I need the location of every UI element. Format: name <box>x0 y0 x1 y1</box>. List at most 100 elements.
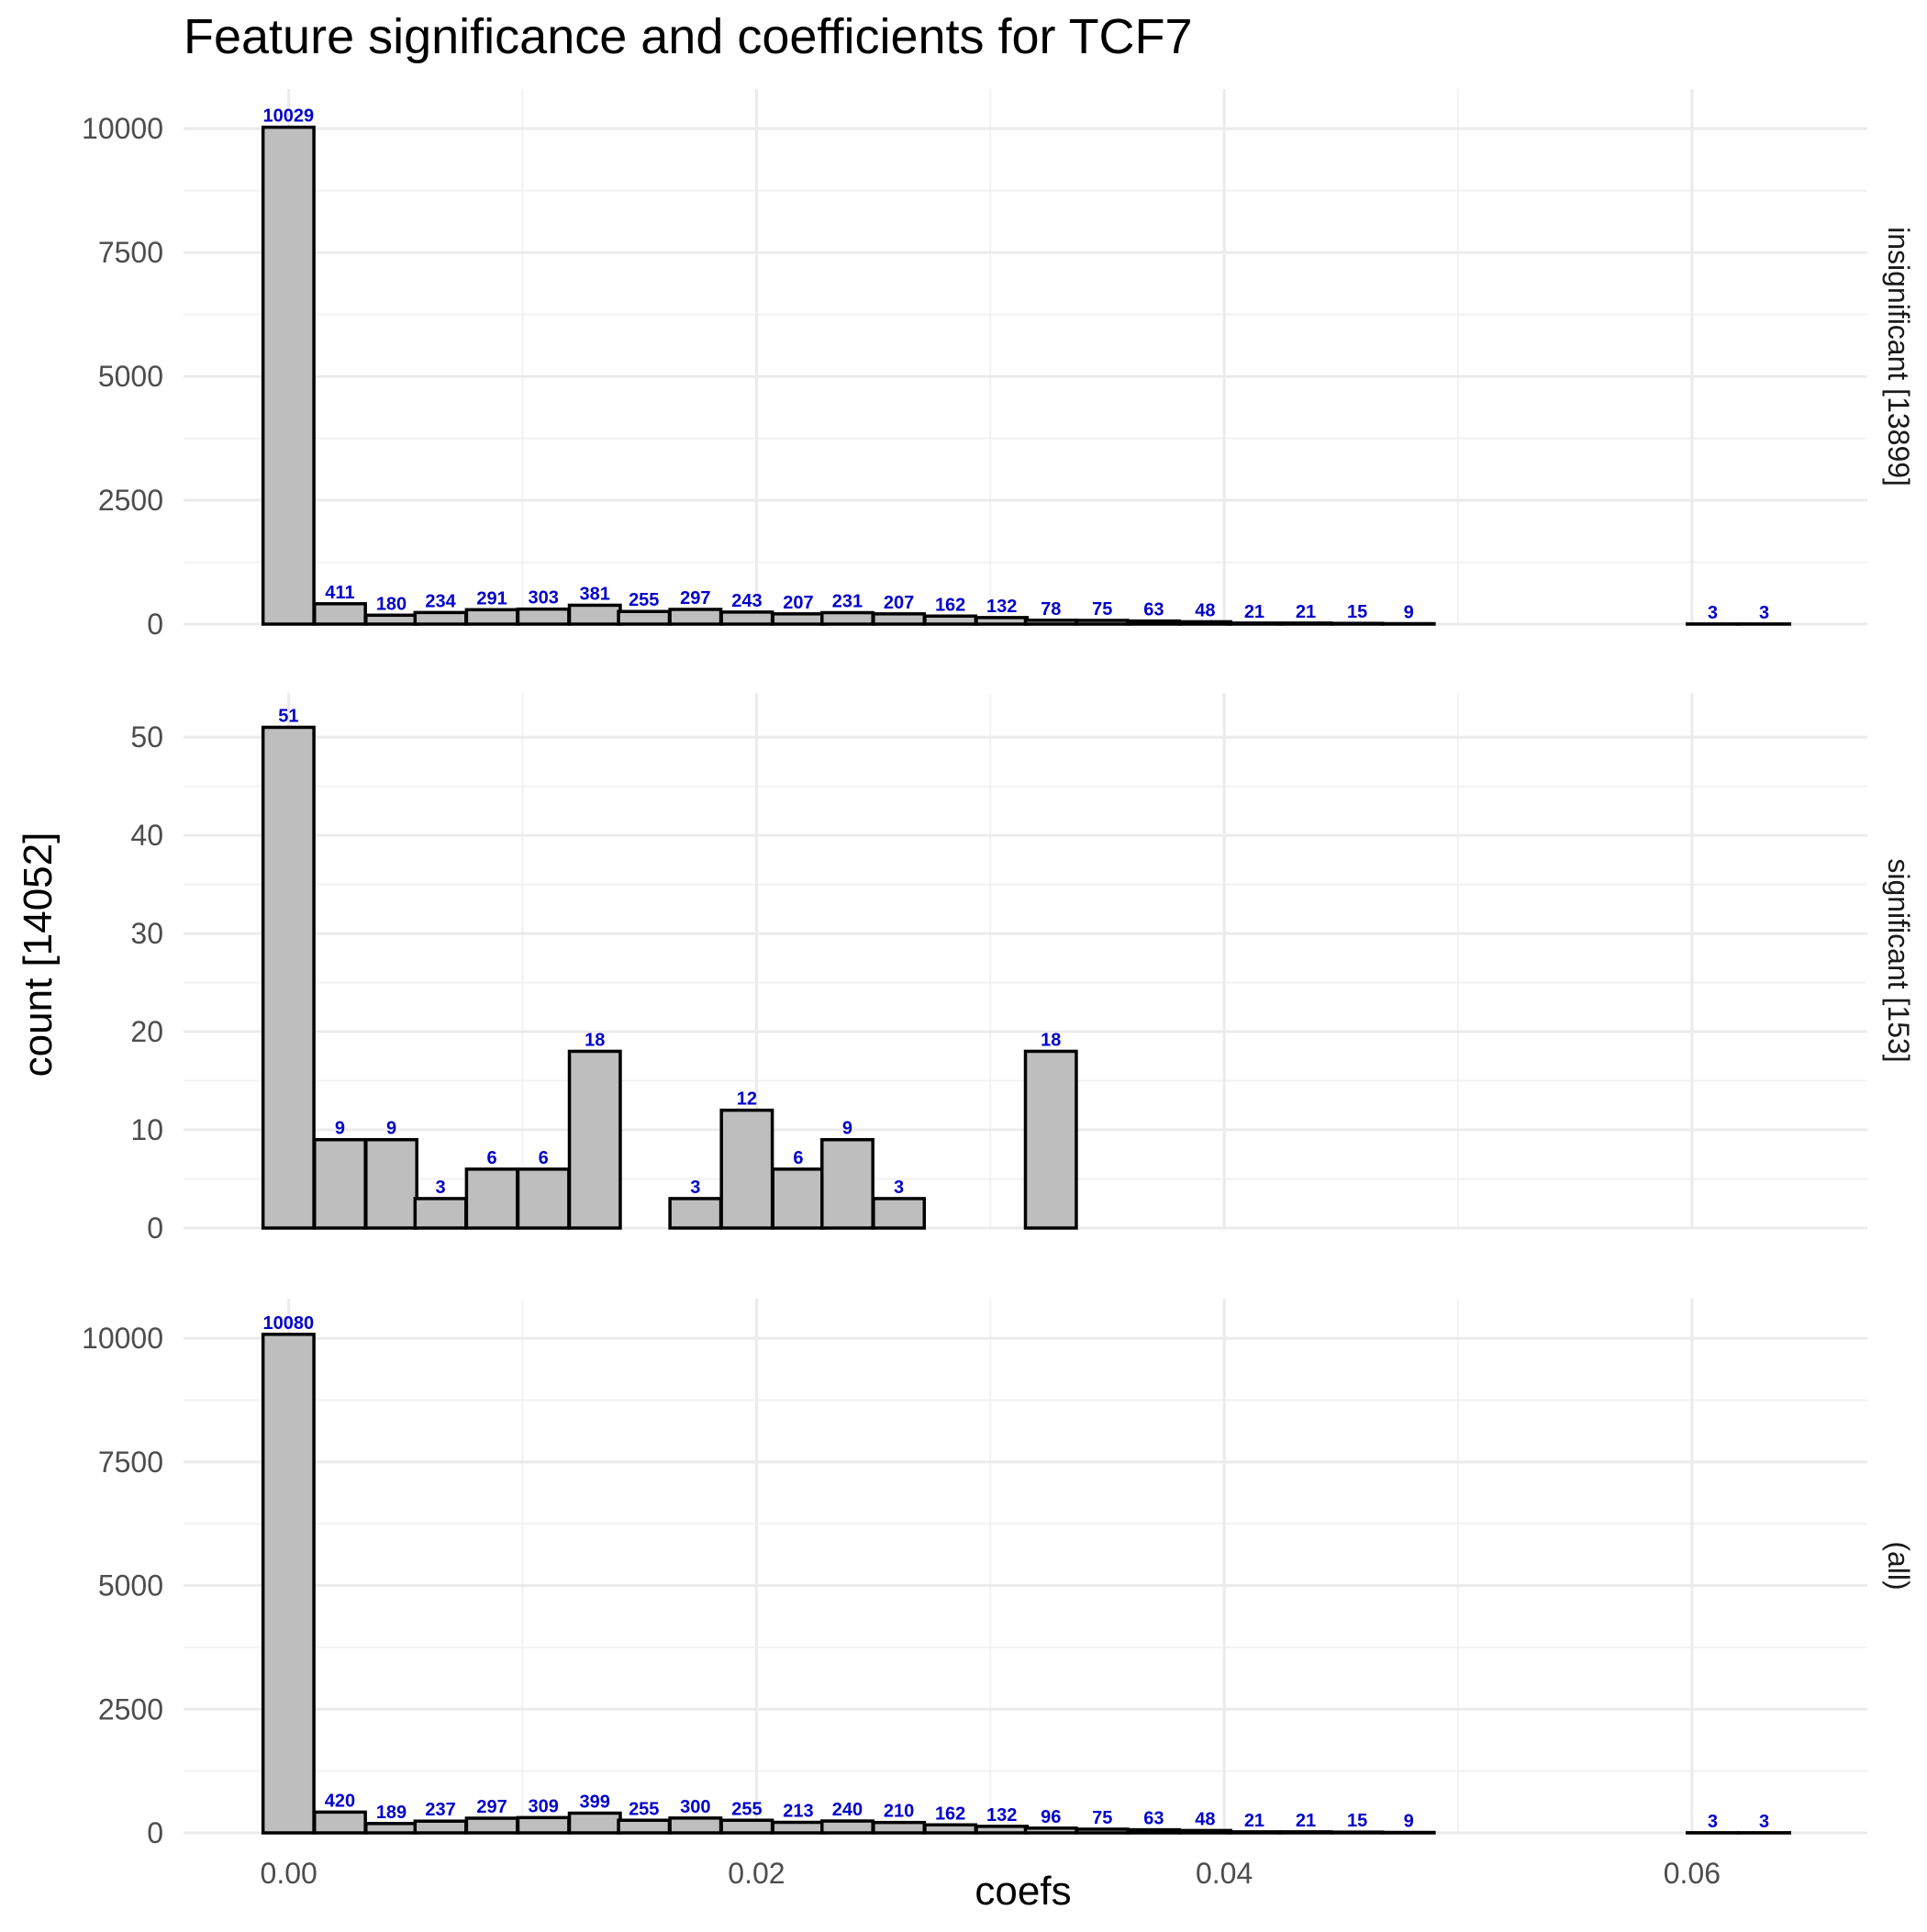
histogram-bar <box>1077 1829 1128 1833</box>
bar-count-label: 213 <box>783 1802 813 1822</box>
bar-count-label: 10029 <box>263 106 315 127</box>
histogram-bar <box>670 1199 720 1228</box>
histogram-bar <box>518 609 568 624</box>
bar-count-label: 3 <box>1708 1812 1718 1832</box>
x-axis-title: coefs <box>975 1869 1071 1914</box>
bar-count-label: 255 <box>629 1799 659 1819</box>
bar-count-label: 189 <box>376 1803 407 1823</box>
histogram-bar <box>415 1199 465 1228</box>
bar-count-label: 48 <box>1195 1809 1215 1829</box>
histogram-bar <box>976 1826 1027 1833</box>
histogram-bar <box>618 1820 669 1833</box>
bar-count-label: 303 <box>528 588 558 609</box>
bar-count-label: 255 <box>629 590 659 610</box>
y-tick-label: 2500 <box>98 1692 163 1725</box>
histogram-bar <box>721 1111 772 1228</box>
y-tick-label: 0 <box>147 1816 163 1849</box>
bar-count-label: 9 <box>1404 603 1414 623</box>
y-tick-label: 0 <box>147 1212 163 1245</box>
bar-count-label: 96 <box>1041 1807 1061 1827</box>
bar-count-label: 297 <box>476 1797 507 1817</box>
histogram-bar <box>618 611 669 624</box>
histogram-bar <box>822 613 873 624</box>
facet-strip-label: (all) <box>1882 1541 1915 1590</box>
histogram-bar <box>670 1818 720 1833</box>
bar-count-label: 132 <box>986 1805 1017 1826</box>
histogram-bar <box>518 1817 568 1833</box>
histogram-bar <box>773 1169 823 1228</box>
chart-title: Feature significance and coefficients fo… <box>184 9 1193 64</box>
histogram-bar <box>315 1140 365 1228</box>
histogram-bar <box>1229 1832 1279 1833</box>
bar-count-label: 207 <box>884 593 914 613</box>
histogram-bar <box>263 727 314 1228</box>
bar-count-label: 210 <box>884 1802 914 1822</box>
bar-count-label: 411 <box>325 583 354 603</box>
bar-count-label: 6 <box>793 1148 803 1168</box>
histogram-bar <box>1180 621 1231 624</box>
bar-count-label: 21 <box>1296 602 1316 622</box>
bar-count-label: 9 <box>842 1119 852 1139</box>
y-tick-label: 10 <box>130 1113 163 1146</box>
y-tick-label: 5000 <box>98 1569 163 1603</box>
histogram-bar <box>976 618 1027 624</box>
bar-count-label: 6 <box>487 1148 497 1168</box>
y-tick-label: 30 <box>130 917 163 950</box>
y-tick-label: 40 <box>130 819 163 852</box>
bar-count-label: 9 <box>386 1119 396 1139</box>
y-tick-label: 2500 <box>98 484 163 517</box>
facet-strip-label: significant [153] <box>1882 858 1915 1062</box>
bar-count-label: 162 <box>935 595 965 615</box>
histogram-bar <box>315 1812 365 1833</box>
bar-count-label: 381 <box>580 584 610 604</box>
bar-count-label: 63 <box>1143 600 1164 620</box>
bar-count-label: 9 <box>1404 1812 1414 1832</box>
y-tick-label: 10000 <box>82 1322 163 1355</box>
bar-count-label: 231 <box>832 592 863 612</box>
histogram-bar <box>670 609 720 624</box>
histogram-bar <box>263 1335 314 1833</box>
y-tick-label: 5000 <box>98 360 163 393</box>
histogram-bar <box>822 1140 873 1228</box>
histogram-bar <box>1129 621 1179 624</box>
bar-count-label: 3 <box>1759 603 1769 623</box>
y-tick-label: 7500 <box>98 236 163 269</box>
y-tick-label: 10000 <box>82 112 163 145</box>
histogram-bar <box>874 1199 924 1228</box>
histogram-bar <box>570 1813 620 1833</box>
y-axis-title: count [14052] <box>16 832 61 1078</box>
histogram-bar <box>1026 1051 1076 1228</box>
histogram-bar <box>466 609 517 624</box>
histogram-bar <box>822 1821 873 1833</box>
bar-count-label: 3 <box>1708 603 1718 623</box>
histogram-bar <box>366 1824 417 1833</box>
y-tick-label: 20 <box>130 1015 163 1048</box>
histogram-bar <box>263 128 314 624</box>
bar-count-label: 75 <box>1092 599 1112 620</box>
bar-count-label: 420 <box>325 1791 355 1811</box>
bar-count-label: 18 <box>1041 1030 1061 1050</box>
histogram-bar <box>925 616 975 624</box>
bar-count-label: 63 <box>1143 1809 1164 1829</box>
histogram-bar <box>1331 1832 1382 1833</box>
histogram-bar <box>1180 1830 1231 1833</box>
histogram-bar <box>366 1140 417 1228</box>
y-tick-label: 7500 <box>98 1446 163 1479</box>
bar-count-label: 162 <box>935 1804 965 1824</box>
bar-count-label: 3 <box>1759 1812 1769 1832</box>
x-tick-label: 0.02 <box>728 1857 785 1890</box>
bar-count-label: 10080 <box>263 1313 315 1334</box>
bar-count-label: 207 <box>783 593 813 613</box>
bar-count-label: 12 <box>737 1089 757 1110</box>
histogram-bar <box>518 1169 568 1228</box>
bar-count-label: 3 <box>894 1178 904 1198</box>
bar-count-label: 255 <box>731 1799 762 1819</box>
bar-count-label: 234 <box>425 591 456 611</box>
histogram-bar <box>1331 623 1382 624</box>
bar-count-label: 297 <box>680 588 710 609</box>
bar-count-label: 237 <box>425 1800 455 1820</box>
